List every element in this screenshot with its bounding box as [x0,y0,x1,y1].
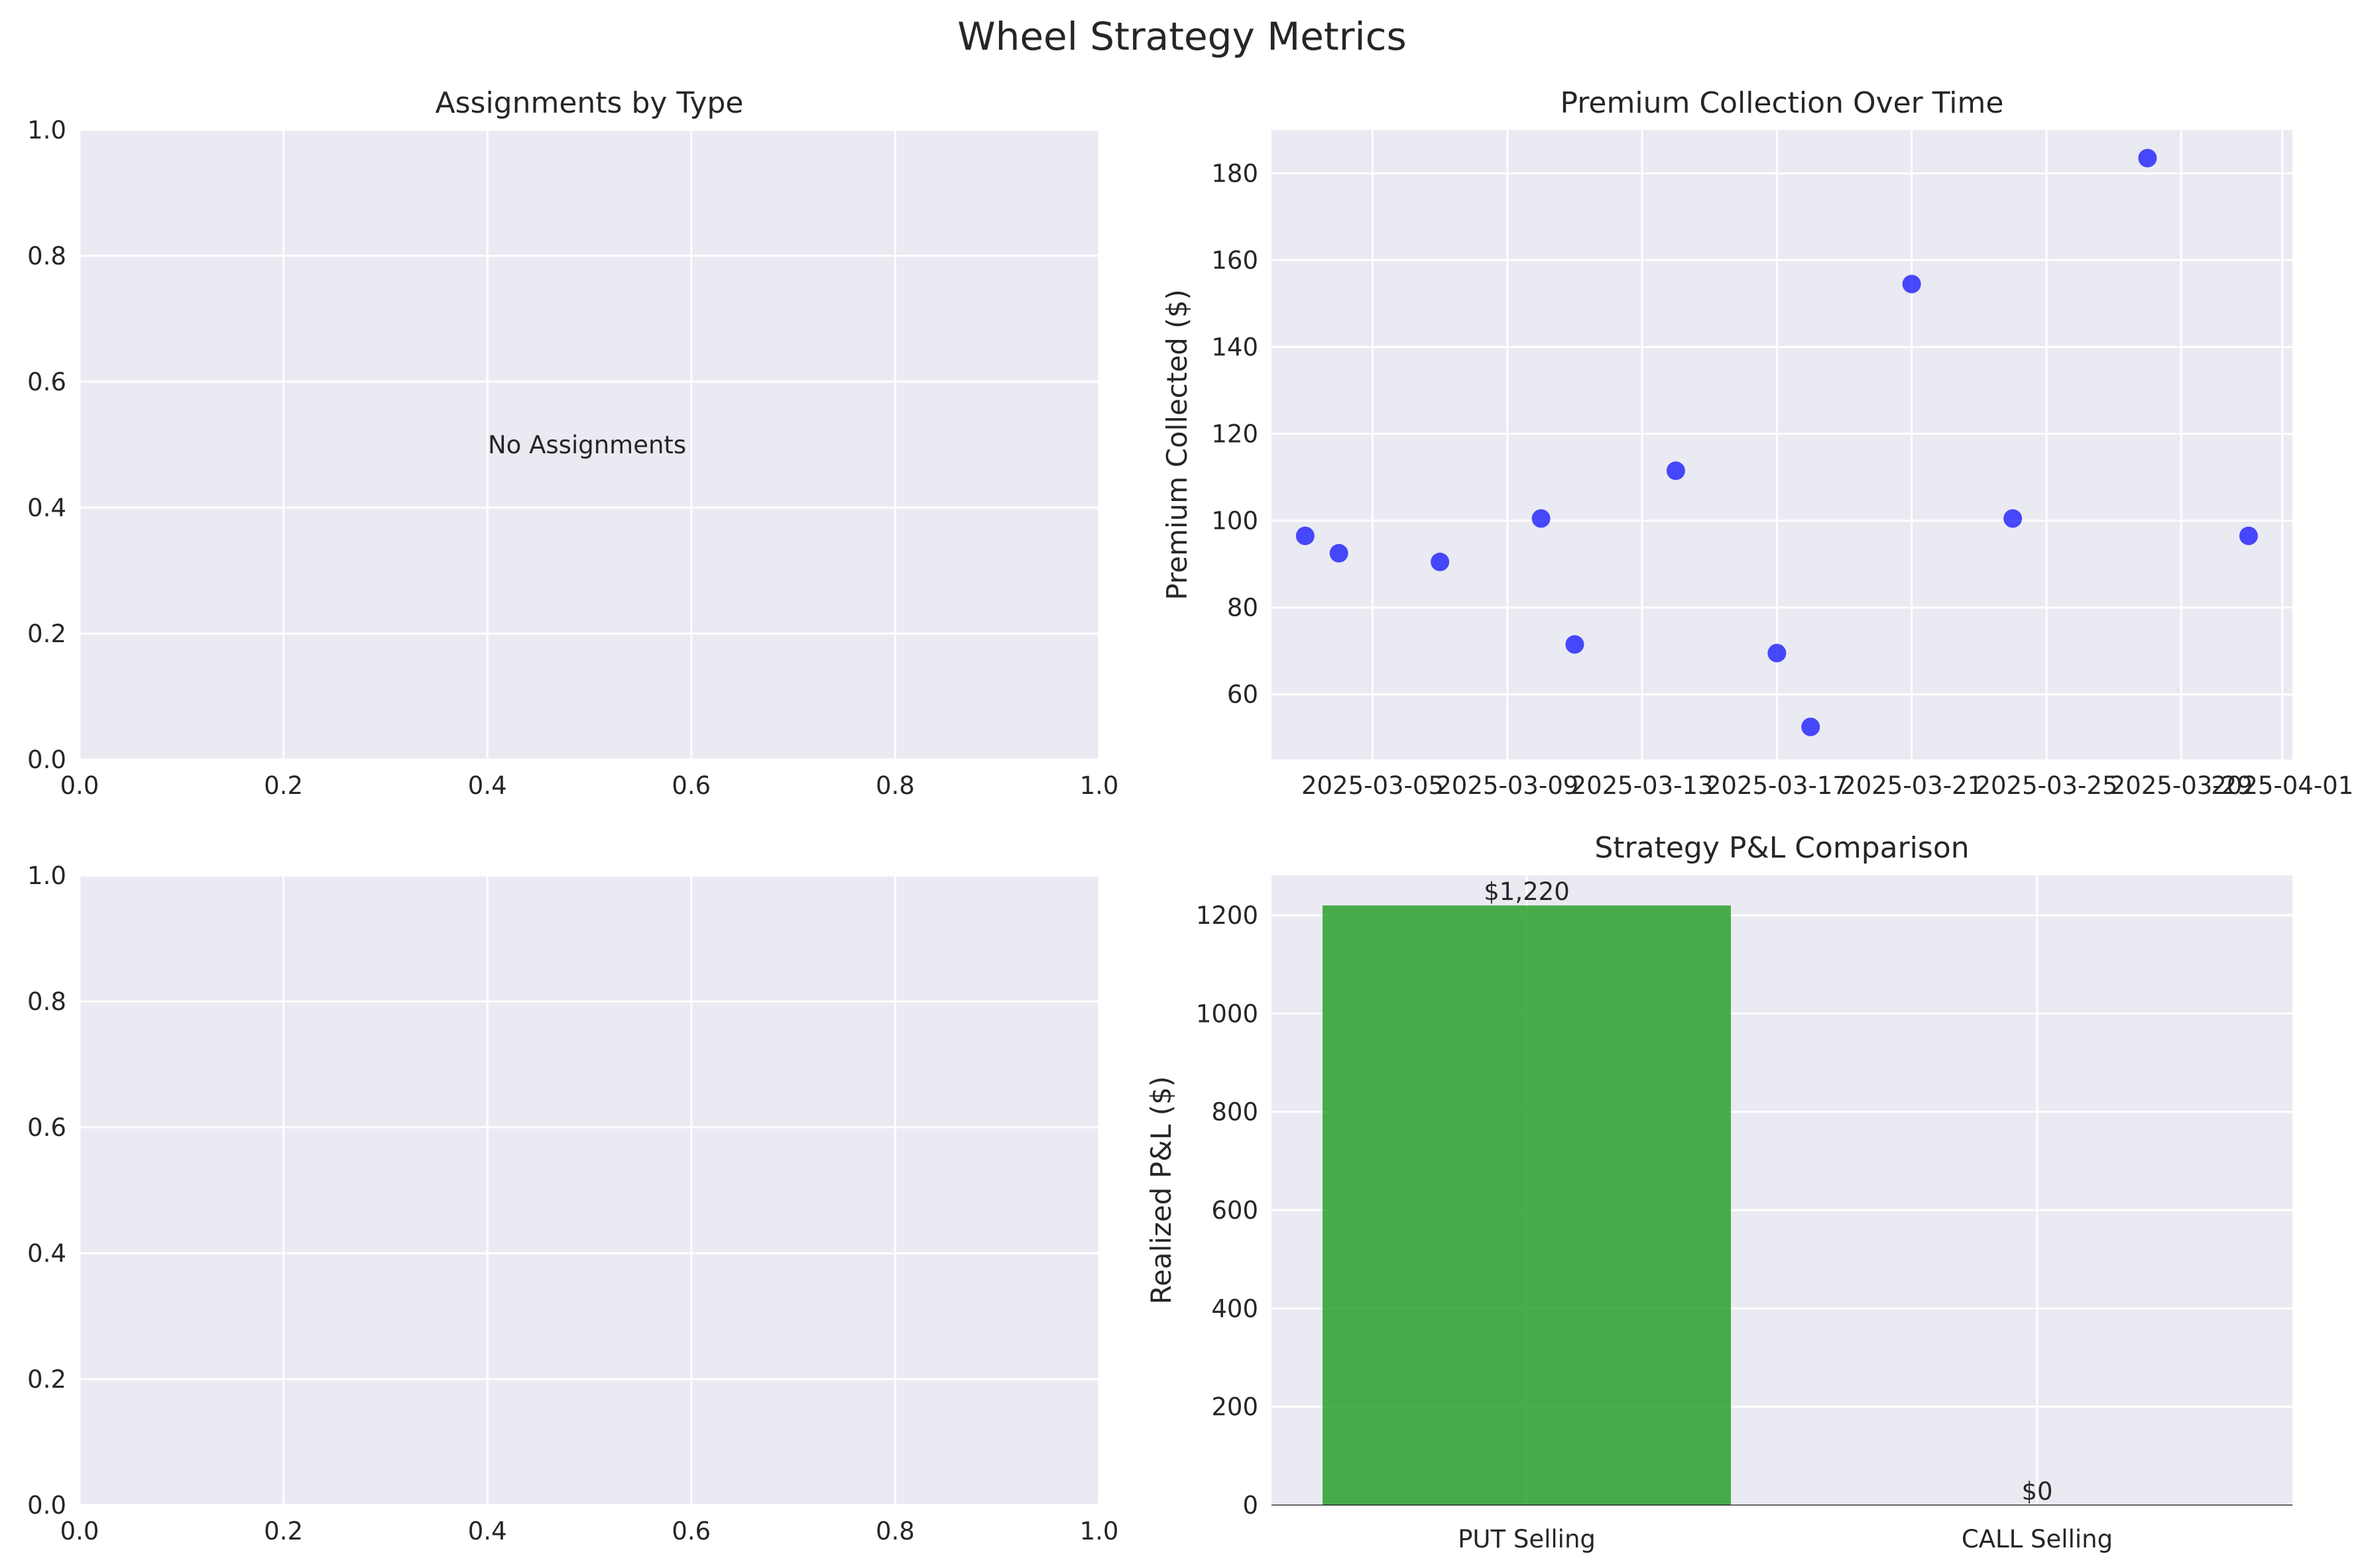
no-assignments-annotation: No Assignments [488,431,686,459]
x-tick-label: 0.6 [672,1517,711,1545]
x-grid [1371,130,2284,759]
x-tick-label: 0.2 [264,1517,303,1545]
x-tick-label: 2025-03-13 [1571,771,1714,800]
x-tick-label: 0.8 [876,1517,915,1545]
x-tick-label: 0.0 [60,771,99,800]
y-tick-label: 0.6 [27,368,66,396]
scatter-point [1431,552,1450,571]
bars [1323,905,1731,1505]
axes-background [1271,130,2292,759]
y-tick-label: 180 [1211,160,1258,188]
y-tick-label: 600 [1211,1196,1258,1225]
y-tick-label: 200 [1211,1393,1258,1422]
scatter-point [2138,148,2157,168]
x-tick-label: 2025-03-25 [1975,771,2117,800]
y-grid [1271,172,2292,696]
y-grid [80,874,1099,1506]
scatter-points [1295,148,2258,736]
x-tick-label: 2025-03-17 [1706,771,1848,800]
x-tick-label: 1.0 [1080,1517,1119,1545]
axes-background [80,130,1099,759]
x-tick-label: 2025-04-01 [2211,771,2353,800]
x-tick-labels: 2025-03-052025-03-092025-03-132025-03-17… [1301,771,2353,800]
bar-value-label: $1,220 [1484,877,1569,906]
scatter-point [1295,526,1315,545]
y-axis-label: Realized P&L ($) [1145,1076,1177,1304]
scatter-point [1329,543,1348,563]
y-tick-label: 1.0 [27,862,66,890]
y-tick-label: 60 [1227,681,1258,709]
x-tick-label: 0.0 [60,1517,99,1545]
x-tick-label: 2025-03-21 [1840,771,1983,800]
y-tick-label: 0.8 [27,242,66,270]
bar [1323,905,1731,1505]
y-grid [80,129,1099,761]
x-tick-label: 0.4 [468,1517,507,1545]
y-tick-label: 1000 [1196,999,1258,1028]
x-tick-labels: 0.0 0.2 0.4 0.6 0.8 1.0 [60,771,1119,800]
value-labels: $1,220 $0 [1484,877,2052,1506]
figure-title: Wheel Strategy Metrics [957,14,1407,59]
x-grid [78,130,1100,759]
scatter-point [1565,635,1584,654]
x-tick-label: 1.0 [1080,771,1119,800]
y-tick-label: 0 [1242,1491,1258,1520]
x-tick-label: 0.6 [672,771,711,800]
panel-premium: Premium Collection Over Time 2025-03-052… [1161,86,2353,800]
y-tick-label: 0.2 [27,1365,66,1394]
panel-title: Strategy P&L Comparison [1594,831,1969,865]
y-tick-label: 1.0 [27,116,66,144]
scatter-point [2003,509,2023,528]
panel-title: Assignments by Type [436,86,744,120]
y-tick-labels: 0.0 0.2 0.4 0.6 0.8 1.0 [27,862,66,1520]
x-tick-label: 0.4 [468,771,507,800]
x-tick-labels: 0.0 0.2 0.4 0.6 0.8 1.0 [60,1517,1119,1545]
panel-assignments: Assignments by Type 0.0 0.2 0.4 0.6 0.8 1.0 0… [27,86,1118,800]
y-tick-label: 120 [1211,420,1258,449]
y-tick-label: 0.6 [27,1113,66,1142]
y-axis-label: Premium Collected ($) [1161,289,1193,600]
panel-pnl: Strategy P&L Comparison $1,220 $0 PUT Sel… [1145,831,2292,1553]
panel-title: Premium Collection Over Time [1561,86,2004,120]
y-tick-label: 100 [1211,507,1258,535]
x-tick-label: CALL Selling [1962,1525,2113,1553]
y-tick-label: 0.4 [27,1239,66,1268]
scatter-point [1767,644,1787,663]
panel-empty: 0.0 0.2 0.4 0.6 0.8 1.0 0.0 0.2 0.4 0.6 0.8 1.0 [27,862,1118,1545]
x-tick-label: 0.8 [876,771,915,800]
y-tick-labels: 0 200 400 600 800 1000 1200 [1196,901,1258,1520]
y-tick-labels: 60 80 100 120 140 160 180 [1211,160,1258,709]
y-tick-label: 0.4 [27,494,66,522]
y-tick-label: 0.2 [27,620,66,648]
bar-value-label: $0 [2021,1477,2052,1506]
y-tick-label: 400 [1211,1294,1258,1323]
y-tick-label: 800 [1211,1098,1258,1127]
y-tick-label: 1200 [1196,901,1258,930]
x-tick-label: PUT Selling [1458,1525,1596,1553]
y-tick-label: 0.0 [27,746,66,774]
scatter-point [2239,526,2258,545]
scatter-point [1902,274,1921,294]
x-tick-label: 2025-03-05 [1301,771,1444,800]
x-tick-label: 2025-03-09 [1436,771,1578,800]
scatter-point [1666,461,1685,480]
scatter-point [1531,509,1551,528]
x-tick-labels: PUT Selling CALL Selling [1458,1525,2113,1553]
y-tick-label: 160 [1211,247,1258,275]
axes-background [80,875,1099,1505]
x-tick-label: 2025-03-29 [2110,771,2253,800]
x-tick-label: 0.2 [264,771,303,800]
y-tick-label: 140 [1211,333,1258,362]
x-grid [78,875,1100,1505]
y-tick-label: 0.8 [27,987,66,1016]
scatter-point [1801,717,1820,736]
y-tick-labels: 0.0 0.2 0.4 0.6 0.8 1.0 [27,116,66,774]
y-tick-label: 0.0 [27,1491,66,1520]
y-tick-label: 80 [1227,594,1258,622]
